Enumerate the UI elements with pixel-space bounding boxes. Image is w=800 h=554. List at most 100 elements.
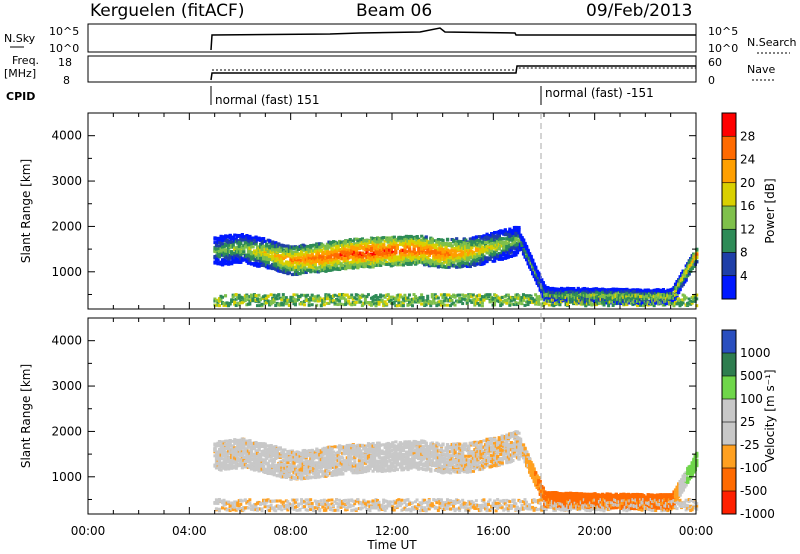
data-cell: [411, 297, 414, 301]
data-cell: [336, 298, 340, 302]
data-cell: [403, 293, 407, 297]
data-cell: [325, 297, 329, 301]
data-cell: [295, 298, 299, 302]
data-cell: [368, 302, 372, 306]
data-cell: [259, 250, 263, 254]
data-cell: [313, 299, 317, 303]
data-cell: [433, 296, 437, 300]
data-cell: [351, 265, 355, 269]
data-cell: [511, 296, 515, 300]
data-cell: [318, 296, 322, 300]
nave-tick-bottom: 0: [708, 74, 715, 87]
data-cell: [567, 301, 571, 305]
cpid-label: CPID: [6, 90, 35, 103]
data-cell: [655, 293, 659, 297]
data-cell: [639, 303, 642, 307]
data-cell: [394, 297, 398, 301]
data-cell: [491, 233, 495, 237]
data-cell: [268, 246, 272, 250]
data-cell: [497, 296, 501, 300]
data-cell: [433, 301, 437, 305]
data-cell: [534, 298, 538, 302]
data-cell: [553, 294, 557, 298]
data-cell: [645, 302, 649, 306]
data-cell: [407, 245, 412, 249]
data-cell: [268, 301, 272, 305]
data-cell: [394, 241, 398, 245]
data-cell: [330, 253, 334, 257]
data-cell: [525, 247, 529, 251]
data-cell: [581, 302, 585, 306]
data-cell: [617, 291, 621, 295]
data-cell: [265, 296, 269, 300]
data-cell: [341, 263, 345, 267]
data-cell: [221, 295, 224, 299]
data-cell: [312, 297, 316, 301]
data-cell: [233, 300, 237, 304]
data-cell: [374, 294, 378, 298]
data-cell: [363, 299, 367, 303]
data-cell: [445, 293, 449, 297]
data-cell: [365, 242, 369, 246]
data-cell: [449, 259, 453, 263]
data-cell: [614, 302, 618, 306]
data-cell: [476, 294, 480, 298]
data-cell: [260, 302, 264, 306]
data-cell: [278, 263, 282, 267]
data-cell: [433, 248, 437, 252]
data-cell: [286, 298, 290, 302]
nsearch-tick-top: 10^5: [708, 25, 738, 38]
data-cell: [427, 301, 431, 305]
data-cell: [336, 303, 340, 307]
data-cell: [462, 264, 466, 268]
data-cell: [520, 246, 524, 250]
data-cell: [234, 297, 238, 301]
data-cell: [306, 262, 310, 266]
data-cell: [363, 296, 367, 300]
data-cell: [277, 258, 281, 262]
data-cell: [493, 251, 497, 255]
data-cell: [234, 237, 238, 241]
data-cell: [450, 294, 454, 298]
data-cell: [520, 296, 524, 300]
data-cell: [287, 263, 292, 267]
data-cell: [345, 301, 349, 305]
data-cell: [426, 256, 430, 260]
data-cell: [455, 237, 459, 241]
data-cell: [493, 231, 497, 235]
data-cell: [447, 299, 451, 303]
data-cell: [499, 254, 503, 258]
data-cell: [480, 304, 484, 308]
data-cell: [300, 250, 304, 254]
data-cell: [623, 294, 627, 298]
data-cell: [572, 287, 576, 291]
data-cell: [441, 294, 445, 298]
data-cell: [292, 302, 296, 306]
data-cell: [293, 301, 297, 305]
data-cell: [436, 300, 440, 304]
data-cell: [216, 303, 220, 307]
data-cell: [385, 260, 389, 264]
data-cell: [263, 255, 267, 259]
data-cell: [537, 273, 541, 277]
data-cell: [301, 301, 305, 305]
data-cell: [505, 301, 509, 305]
data-cell: [269, 299, 273, 303]
data-cell: [382, 236, 386, 240]
data-cell: [420, 234, 424, 238]
data-cell: [331, 248, 336, 252]
data-cell: [243, 297, 247, 301]
data-cell: [268, 303, 272, 307]
data-cell: [488, 293, 492, 297]
data-cell: [274, 259, 278, 263]
data-cell: [572, 298, 576, 302]
data-cell: [255, 304, 259, 308]
data-cell: [462, 295, 466, 299]
data-cell: [464, 294, 468, 298]
data-cell: [485, 293, 489, 297]
data-cell: [611, 296, 615, 300]
data-cell: [642, 297, 646, 301]
data-cell: [597, 293, 601, 297]
data-cell: [301, 253, 305, 257]
data-cell: [465, 301, 469, 305]
